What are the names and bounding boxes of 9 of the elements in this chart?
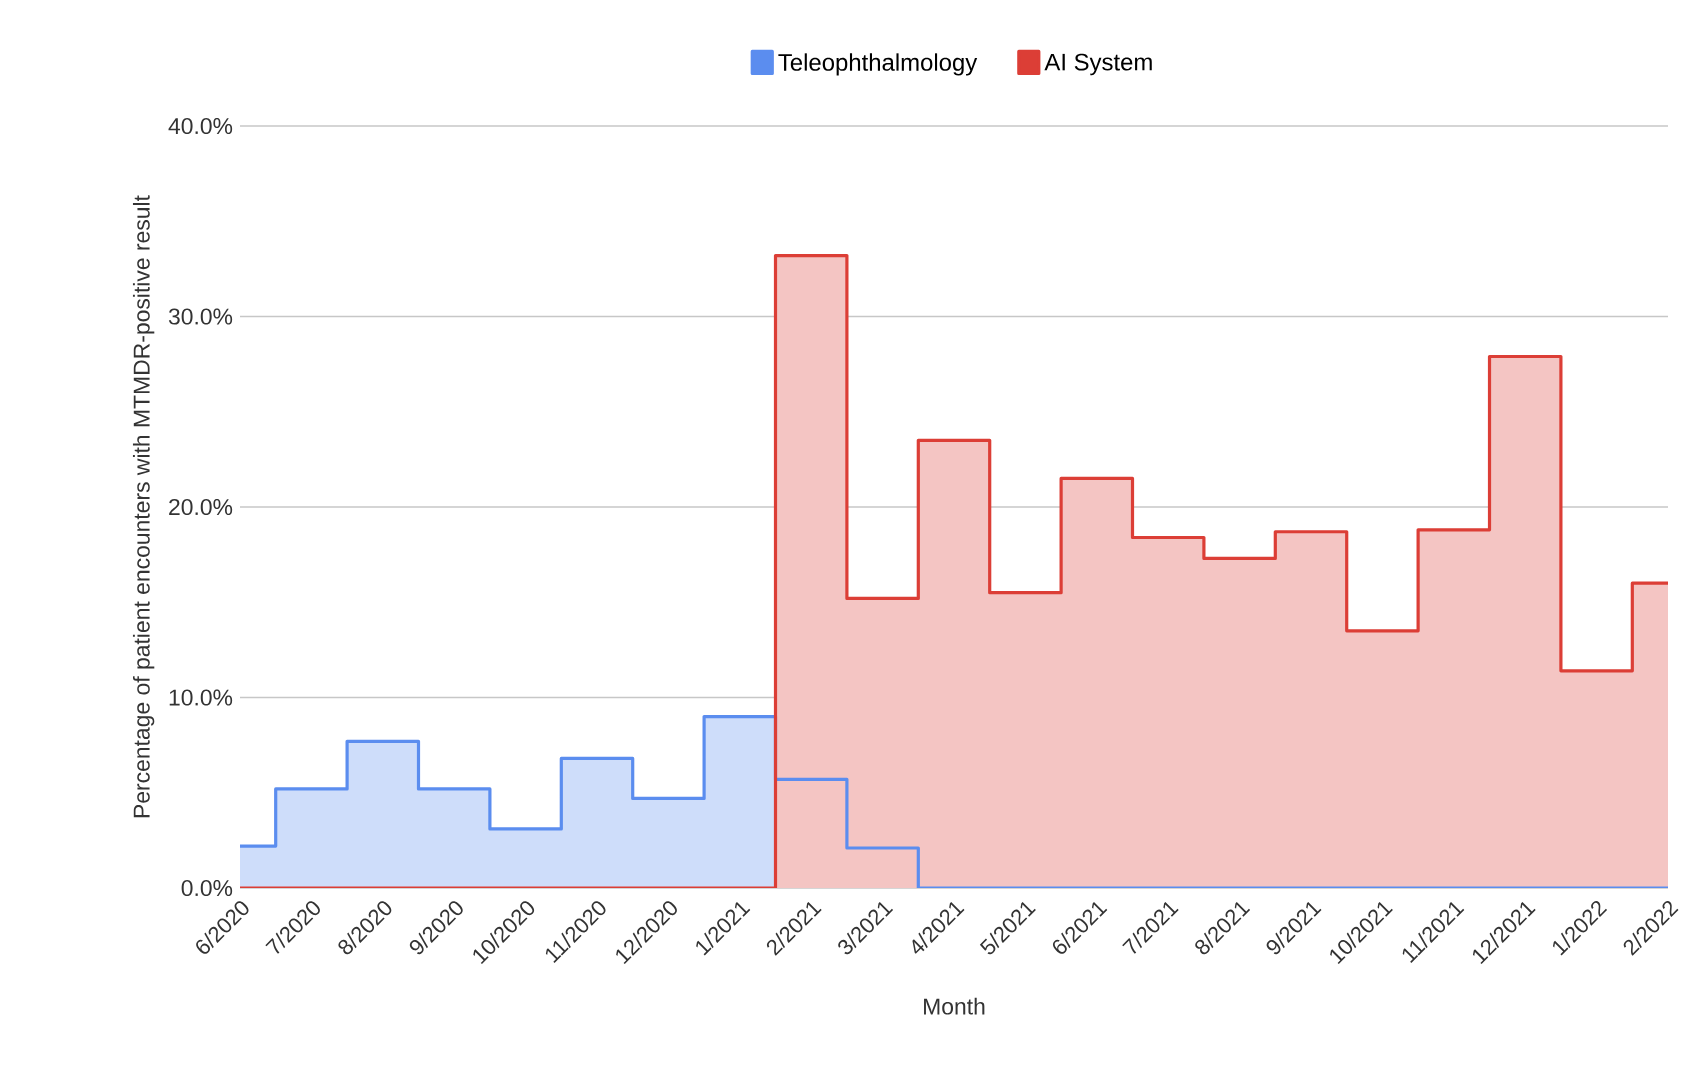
legend-label: AI System xyxy=(1044,53,1152,76)
y-tick-label: 30.0% xyxy=(168,308,233,325)
y-axis-title: Percentage of patient encounters with MTMDR-positive result xyxy=(132,195,155,818)
y-tick-label: 40.0% xyxy=(168,117,233,135)
legend-label: Teleophthalmology xyxy=(778,53,978,76)
y-tick-label: 10.0% xyxy=(169,689,233,706)
x-axis-title: Month xyxy=(924,997,985,1015)
y-tick-label: 20.0% xyxy=(169,498,233,516)
y-tick-label: 0.0% xyxy=(181,879,233,897)
